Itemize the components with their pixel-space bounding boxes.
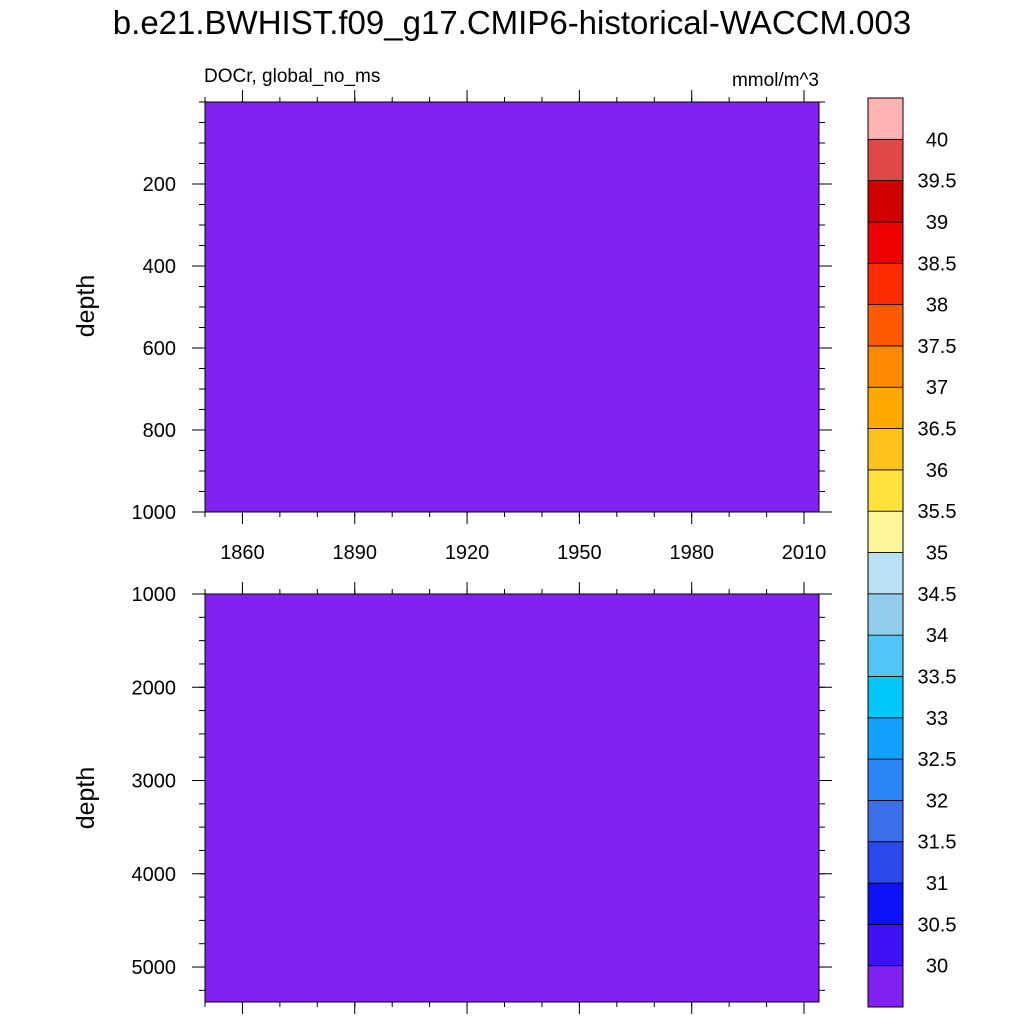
colorbar-label: 32 — [926, 790, 948, 812]
y-axis-label: depth — [72, 767, 100, 830]
colorbar-swatch — [867, 882, 904, 925]
colorbar-label: 39 — [926, 212, 948, 234]
colorbar-label: 40 — [926, 129, 948, 151]
colorbar-swatch — [867, 180, 904, 223]
colorbar: 30 30.5 31 31.5 32 32.5 33 33.5 34 34.5 35 35.5 36 36… — [867, 97, 957, 1008]
colorbar-label: 38 — [926, 295, 948, 317]
colorbar-swatch — [867, 676, 904, 719]
colorbar-label: 36.5 — [918, 419, 957, 441]
colorbar-label: 34.5 — [918, 584, 957, 606]
x-tick-label: 1890 — [333, 542, 378, 564]
x-tick-label: 1950 — [557, 542, 602, 564]
chart-title: b.e21.BWHIST.f09_g17.CMIP6-historical-WA… — [113, 4, 911, 41]
x-tick-label: 1860 — [220, 542, 265, 564]
upper-panel: 1860 1890 1920 1950 1980 2010 200 400 600 800 1000… — [72, 90, 832, 564]
colorbar-label: 31.5 — [918, 832, 957, 854]
y-tick-label: 5000 — [132, 957, 177, 979]
y-axis-label: depth — [72, 275, 100, 338]
colorbar-swatch — [867, 386, 904, 429]
y-tick-label: 600 — [143, 338, 176, 360]
colorbar-swatch — [867, 138, 904, 182]
colorbar-label: 38.5 — [918, 253, 957, 275]
colorbar-swatch — [867, 593, 904, 636]
colorbar-swatch — [867, 262, 904, 305]
x-tick-label: 1980 — [669, 542, 714, 564]
y-tick-label: 400 — [143, 256, 176, 278]
y-tick-label: 2000 — [132, 677, 177, 699]
colorbar-label: 35 — [926, 543, 948, 565]
colorbar-swatch — [867, 841, 904, 884]
y-tick-label: 200 — [143, 174, 176, 196]
colorbar-swatch — [867, 923, 904, 967]
left-subtitle: DOCr, global_no_ms — [204, 66, 380, 87]
colorbar-label: 34 — [926, 625, 948, 647]
colorbar-label: 39.5 — [918, 171, 957, 193]
units-subtitle: mmol/m^3 — [732, 70, 819, 91]
colorbar-label: 36 — [926, 460, 948, 482]
x-tick-label: 2010 — [782, 542, 827, 564]
plot-frame — [204, 593, 820, 1003]
heatmap-field — [205, 102, 819, 512]
colorbar-label: 30.5 — [918, 914, 957, 936]
colorbar-swatch — [867, 510, 904, 553]
colorbar-label: 31 — [926, 873, 948, 895]
colorbar-label: 32.5 — [918, 749, 957, 771]
colorbar-swatch — [867, 717, 904, 760]
colorbar-swatch — [867, 800, 904, 843]
colorbar-frame — [867, 97, 904, 1008]
y-tick-label: 1000 — [132, 584, 177, 606]
lower-panel: 1000 2000 3000 4000 5000 depth — [72, 582, 832, 1014]
colorbar-swatch — [867, 304, 904, 347]
y-tick-label: 3000 — [132, 771, 177, 793]
colorbar-swatch — [867, 965, 904, 1008]
colorbar-swatch — [867, 428, 904, 471]
y-tick-label: 800 — [143, 420, 176, 442]
colorbar-label: 30 — [926, 956, 948, 978]
heatmap-field — [205, 594, 819, 1002]
colorbar-label: 37 — [926, 377, 948, 399]
colorbar-swatch — [867, 552, 904, 595]
y-tick-label: 4000 — [132, 864, 177, 886]
y-tick-label: 1000 — [132, 502, 177, 524]
colorbar-swatch — [867, 634, 904, 677]
colorbar-label: 37.5 — [918, 336, 957, 358]
colorbar-swatch — [867, 469, 904, 512]
colorbar-swatch — [867, 97, 904, 140]
x-tick-label: 1920 — [445, 542, 490, 564]
colorbar-label: 33 — [926, 708, 948, 730]
colorbar-label: 33.5 — [918, 666, 957, 688]
colorbar-label: 35.5 — [918, 501, 957, 523]
colorbar-swatch — [867, 345, 904, 388]
colorbar-swatch — [867, 221, 904, 264]
colorbar-swatch — [867, 758, 904, 801]
